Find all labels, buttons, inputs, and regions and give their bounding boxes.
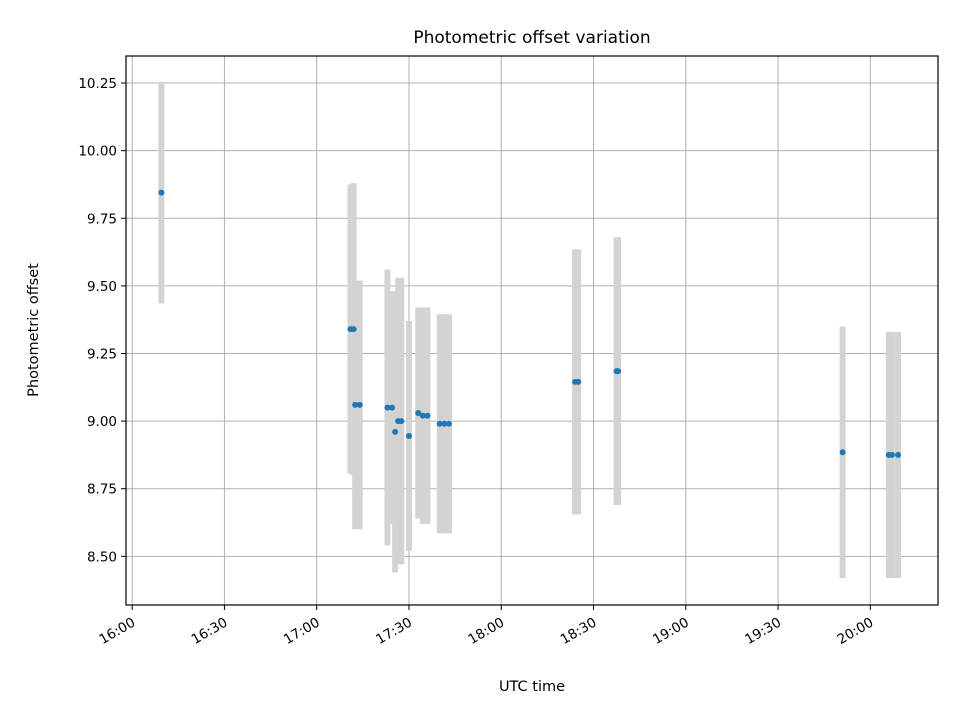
y-tick-label: 10.25 — [78, 76, 117, 92]
data-points — [158, 189, 902, 458]
x-axis-title: UTC time — [499, 679, 565, 695]
y-tick-label: 8.75 — [87, 482, 117, 498]
data-point — [445, 420, 452, 427]
data-point — [158, 189, 165, 196]
y-axis-ticks: 8.50 8.75 9.00 9.25 9.50 9.75 10.00 10.25 — [78, 76, 126, 565]
data-point — [415, 409, 422, 416]
y-tick-label: 9.50 — [87, 279, 117, 295]
data-point — [436, 420, 443, 427]
data-point — [389, 404, 396, 411]
data-point — [888, 451, 895, 458]
y-tick-label: 9.00 — [87, 414, 117, 430]
y-tick-label: 9.25 — [87, 346, 117, 362]
data-point — [441, 420, 448, 427]
data-point — [615, 368, 622, 375]
data-point — [384, 404, 391, 411]
data-point — [839, 449, 846, 456]
data-point — [405, 432, 412, 439]
y-tick-label: 8.50 — [87, 549, 117, 565]
plot-frame — [125, 55, 939, 606]
y-tick-label: 10.00 — [78, 144, 117, 160]
data-point — [575, 378, 582, 385]
data-point — [392, 428, 399, 435]
data-point — [895, 451, 902, 458]
data-point — [398, 418, 405, 425]
data-point — [356, 401, 363, 408]
data-point — [352, 401, 359, 408]
chart-title: Photometric offset variation — [413, 28, 650, 48]
y-axis-title: Photometric offset — [26, 263, 42, 397]
data-point — [419, 412, 426, 419]
y-tick-label: 9.75 — [87, 211, 117, 227]
grid-lines — [126, 56, 938, 605]
data-point — [424, 412, 431, 419]
data-point — [350, 326, 357, 333]
plot-area — [126, 56, 938, 605]
